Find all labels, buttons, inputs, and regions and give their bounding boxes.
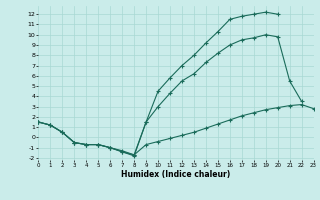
- X-axis label: Humidex (Indice chaleur): Humidex (Indice chaleur): [121, 170, 231, 179]
